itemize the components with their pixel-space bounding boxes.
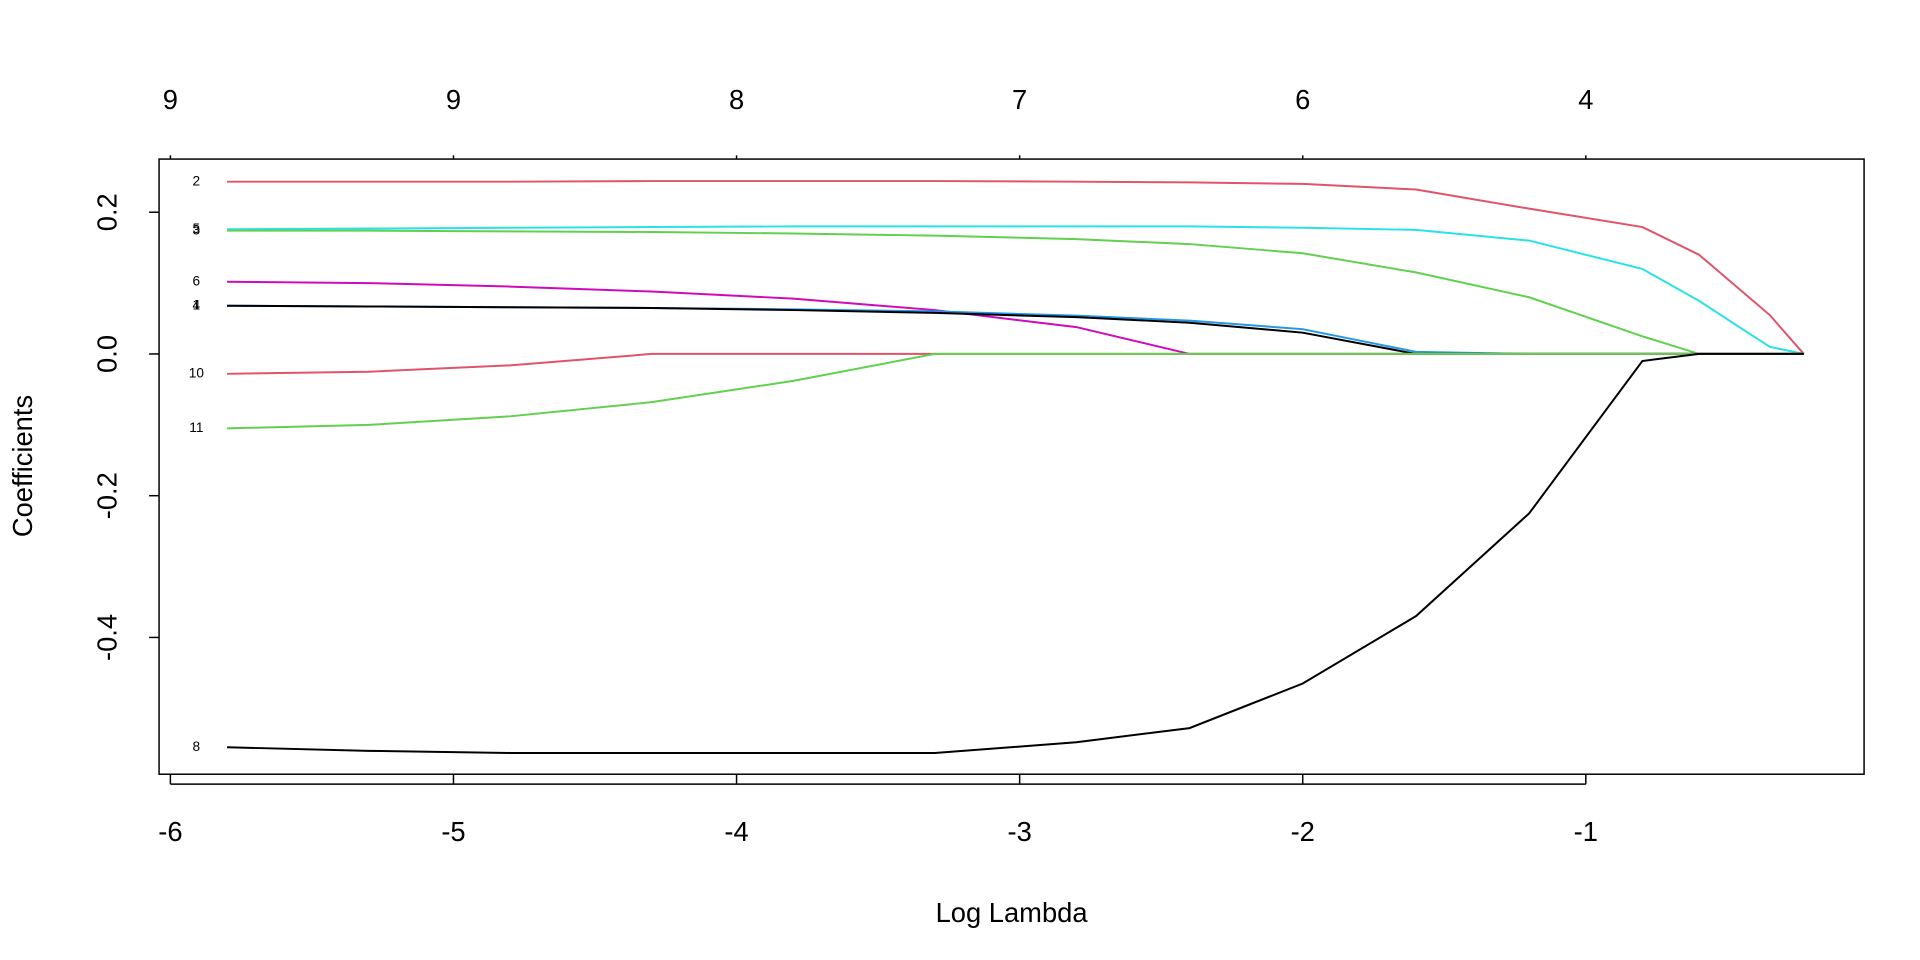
- series-label: 6: [193, 273, 201, 288]
- x-tick-label: -6: [158, 816, 182, 847]
- series-label: 3: [193, 222, 201, 237]
- series-label: 8: [193, 739, 201, 754]
- series-line: [227, 352, 1804, 430]
- top-tick-label: 4: [1578, 84, 1593, 115]
- series-label: 11: [189, 420, 203, 435]
- series-line: [227, 180, 1805, 355]
- x-tick-label: -1: [1574, 816, 1598, 847]
- x-tick-label: -4: [724, 816, 748, 847]
- series-label: 10: [189, 365, 205, 380]
- x-axis-title: Log Lambda: [936, 897, 1089, 928]
- series-line: [227, 225, 1805, 355]
- top-tick-label: 9: [446, 84, 461, 115]
- y-tick-label: 0.2: [92, 193, 123, 231]
- y-tick-label: 0.0: [92, 335, 123, 373]
- top-tick-label: 6: [1295, 84, 1310, 115]
- top-tick-label: 7: [1012, 84, 1027, 115]
- y-tick-label: -0.2: [92, 472, 123, 519]
- series-line: [227, 304, 1804, 355]
- y-axis-title: Coefficients: [7, 395, 38, 537]
- plot-box: [158, 158, 1865, 775]
- top-tick-label: 9: [163, 84, 178, 115]
- y-tick-label: -0.4: [92, 614, 123, 661]
- series-line: [227, 280, 1804, 355]
- x-tick-label: -3: [1007, 816, 1031, 847]
- top-tick-label: 8: [729, 84, 744, 115]
- series-label: 2: [193, 173, 201, 188]
- series-line: [227, 352, 1804, 754]
- x-tick-label: -5: [441, 816, 465, 847]
- x-tick-label: -2: [1291, 816, 1315, 847]
- series-label: 1: [193, 297, 201, 312]
- series-label: 4: [193, 297, 201, 312]
- series-line: [227, 352, 1804, 375]
- series-label: 5: [193, 221, 201, 236]
- series-line: [227, 229, 1804, 355]
